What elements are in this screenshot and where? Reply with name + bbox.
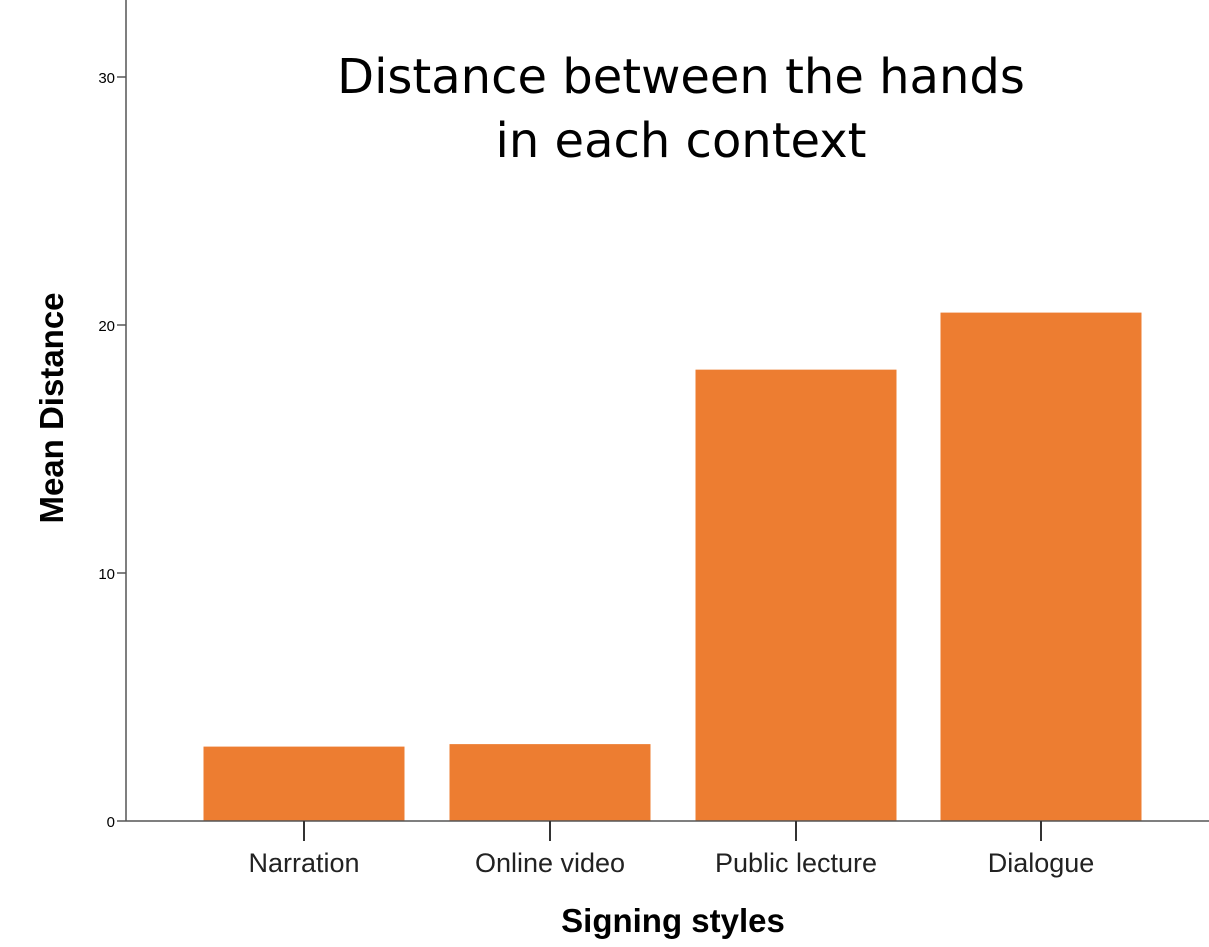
x-tick-label-public-lecture: Public lecture bbox=[715, 848, 877, 878]
x-tick-label-online-video: Online video bbox=[475, 848, 625, 878]
x-axis-ticks: Narration Online video Public lecture Dialo… bbox=[248, 821, 1094, 878]
y-tick-label-10: 10 bbox=[98, 566, 115, 583]
y-axis-label: Mean Distance bbox=[33, 292, 70, 523]
y-axis-ticks: 0 10 20 30 bbox=[98, 70, 126, 831]
axes bbox=[125, 0, 1209, 822]
x-axis-label: Signing styles bbox=[561, 902, 785, 939]
chart-title-line-1: Distance between the hands bbox=[337, 49, 1025, 105]
y-tick-label-0: 0 bbox=[107, 814, 115, 831]
x-tick-label-narration: Narration bbox=[248, 848, 359, 878]
bar-online-video bbox=[449, 744, 651, 821]
y-tick-label-20: 20 bbox=[98, 318, 115, 335]
y-tick-label-30: 30 bbox=[98, 70, 115, 87]
bars bbox=[203, 312, 1142, 821]
chart-title: Distance between the hands in each conte… bbox=[337, 49, 1025, 169]
chart-title-line-2: in each context bbox=[496, 113, 867, 169]
bar-dialogue bbox=[940, 312, 1142, 821]
bar-narration bbox=[203, 746, 405, 821]
bar-public-lecture bbox=[695, 369, 897, 821]
x-tick-label-dialogue: Dialogue bbox=[988, 848, 1095, 878]
